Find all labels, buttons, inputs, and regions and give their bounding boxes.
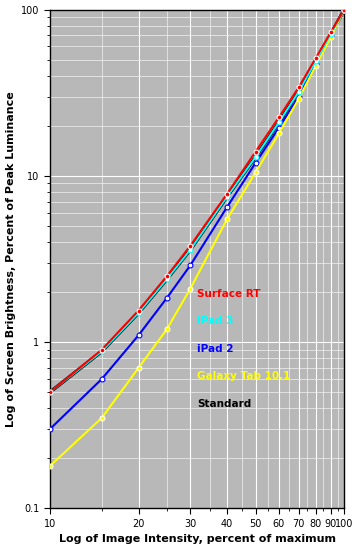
Text: Galaxy Tab 10.1: Galaxy Tab 10.1 [197, 371, 290, 381]
Text: iPad 2: iPad 2 [197, 344, 234, 354]
X-axis label: Log of Image Intensity, percent of maximum: Log of Image Intensity, percent of maxim… [59, 535, 336, 544]
Text: Standard: Standard [197, 399, 251, 409]
Y-axis label: Log of Screen Brightness, Percent of Peak Luminance: Log of Screen Brightness, Percent of Pea… [5, 91, 15, 427]
Text: Surface RT: Surface RT [197, 289, 261, 299]
Text: iPad 3: iPad 3 [197, 316, 234, 326]
